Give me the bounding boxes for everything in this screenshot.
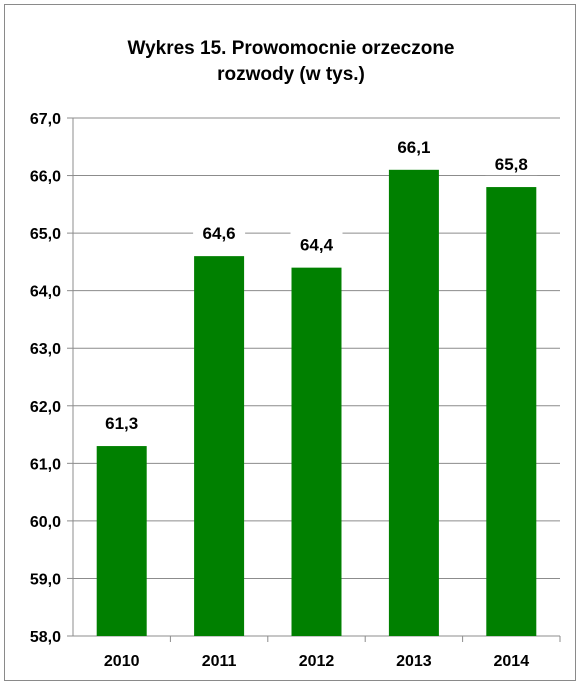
- x-tick-label: 2010: [104, 653, 140, 670]
- x-tick-label: 2012: [299, 653, 335, 670]
- y-tick-label: 66,0: [30, 169, 61, 186]
- y-tick-label: 65,0: [30, 226, 61, 243]
- data-label: 64,4: [300, 236, 334, 255]
- data-label: 65,8: [495, 155, 528, 174]
- y-tick-label: 64,0: [30, 284, 61, 301]
- y-tick-label: 61,0: [30, 456, 61, 473]
- data-label-background: [290, 231, 343, 256]
- bar: [291, 267, 342, 636]
- chart-title-line-1: Wykres 15. Prowomocnie orzeczone: [127, 38, 455, 59]
- chart-title: Wykres 15. Prowomocnie orzeczone rozwody…: [0, 36, 582, 88]
- x-tick-label: 2013: [396, 653, 432, 670]
- bar: [96, 446, 147, 636]
- y-tick-label: 62,0: [30, 399, 61, 416]
- data-label-background: [485, 151, 538, 176]
- data-label: 66,1: [397, 138, 430, 157]
- y-tick-label: 58,0: [30, 629, 61, 646]
- data-label-background: [193, 220, 246, 245]
- data-label: 64,6: [203, 224, 236, 243]
- data-label-background: [387, 133, 440, 158]
- data-label: 61,3: [105, 414, 138, 433]
- x-tick-label: 2014: [494, 653, 530, 670]
- y-tick-label: 67,0: [30, 111, 61, 128]
- data-label-background: [95, 410, 148, 435]
- y-tick-label: 60,0: [30, 514, 61, 531]
- bar: [194, 256, 245, 636]
- chart-title-line-2: rozwody (w tys.): [217, 64, 365, 85]
- bar: [388, 169, 439, 637]
- bar: [486, 187, 537, 637]
- x-tick-label: 2011: [202, 653, 237, 670]
- y-tick-label: 59,0: [30, 571, 61, 588]
- y-tick-label: 63,0: [30, 341, 61, 358]
